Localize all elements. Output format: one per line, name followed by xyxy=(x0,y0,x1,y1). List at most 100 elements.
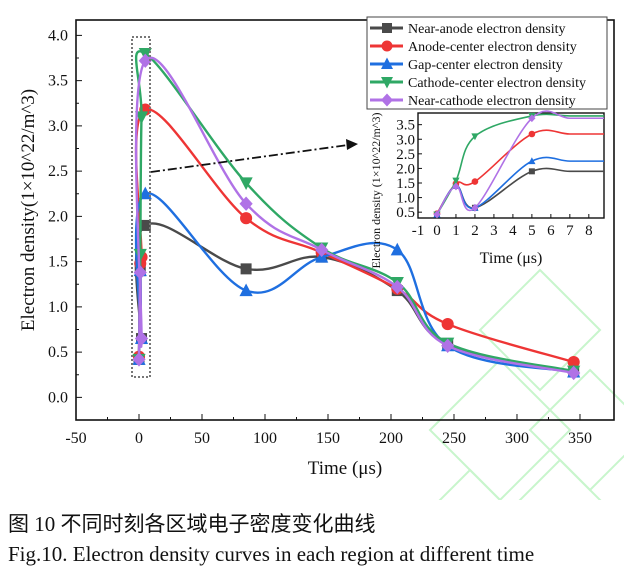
inset-x-tick-label: 5 xyxy=(528,223,536,239)
y-tick-label: 0.0 xyxy=(48,389,68,406)
inset-y-tick-label: 1.5 xyxy=(396,176,415,192)
x-axis-label: Time (μs) xyxy=(308,458,382,479)
data-point xyxy=(134,111,149,124)
inset-data-point xyxy=(528,168,535,175)
legend-item: Near-anode electron density xyxy=(370,22,566,37)
inset-x-tick-label: 2 xyxy=(471,223,479,239)
data-point xyxy=(133,265,147,280)
data-point xyxy=(134,331,149,346)
inset-x-tick-label: 0 xyxy=(433,223,441,239)
legend-label: Near-cathode electron density xyxy=(408,94,576,109)
electron-density-chart: -50 0 50 100 150 200 250 300 3500.00.51.01.52.02… xyxy=(18,16,624,500)
inset-y-tick-label: 3.5 xyxy=(396,118,415,134)
inset-x-tick-label: 8 xyxy=(585,223,593,239)
legend-item: Gap-center electron density xyxy=(370,57,563,73)
data-point xyxy=(441,338,455,353)
legend-item: Cathode-center electron density xyxy=(370,76,586,91)
inset-y-tick-label: 3.0 xyxy=(396,132,415,148)
x-tick-label: 150 xyxy=(316,430,340,447)
x-tick-label: 50 xyxy=(194,430,210,447)
legend-label: Gap-center electron density xyxy=(408,58,563,73)
data-point xyxy=(390,279,404,295)
x-tick-label: 300 xyxy=(505,430,529,447)
y-tick-label: 4.0 xyxy=(48,27,68,44)
x-tick-label: 0 xyxy=(135,430,143,447)
legend-marker xyxy=(381,57,393,69)
inset-y-tick-label: 2.0 xyxy=(396,161,415,177)
y-tick-label: 3.0 xyxy=(48,118,68,135)
data-point xyxy=(132,352,146,367)
caption-chinese: 图 10 不同时刻各区域电子密度变化曲线 xyxy=(8,512,376,536)
x-tick-label: 250 xyxy=(442,430,466,447)
legend-marker xyxy=(381,93,393,107)
inset-data-point xyxy=(433,210,441,219)
legend-box xyxy=(366,16,608,110)
inset-data-point xyxy=(452,182,460,191)
legend-label: Cathode-center electron density xyxy=(408,76,586,91)
caption-english: Fig.10. Electron density curves in each … xyxy=(8,542,535,566)
data-point xyxy=(441,318,454,331)
inset-x-tick-label: 4 xyxy=(509,223,517,239)
inset-data-point xyxy=(528,130,536,138)
y-tick-label: 2.5 xyxy=(48,163,68,180)
y-tick-label: 1.0 xyxy=(48,299,68,316)
legend-item: Anode-center electron density xyxy=(370,40,577,55)
data-point xyxy=(567,365,581,381)
zoom-arrow-line xyxy=(150,144,349,173)
inset-data-point xyxy=(471,133,479,141)
y-tick-label: 3.5 xyxy=(48,73,68,90)
data-point xyxy=(239,177,253,191)
watermark-diamond xyxy=(478,268,602,392)
plot-frame xyxy=(75,19,615,421)
series-line xyxy=(134,192,574,374)
legend-label: Near-anode electron density xyxy=(408,22,566,37)
inset-data-point xyxy=(528,114,536,123)
data-point xyxy=(133,248,147,262)
inset-y-tick-label: 2.5 xyxy=(396,147,415,163)
legend: Near-anode electron density Anode-center … xyxy=(366,16,608,110)
y-tick-label: 0.5 xyxy=(48,344,68,361)
data-point xyxy=(139,219,151,231)
y-axis-label: Electron density(1×10^22/m^3) xyxy=(18,89,39,331)
series-line xyxy=(134,56,574,375)
watermark-pattern xyxy=(428,268,624,500)
data-point xyxy=(240,212,253,225)
highlight-box xyxy=(131,36,151,378)
inset-chart: -1 0 1 2 3 4 5 6 7 8 0.51.01.52.02.53.03.5 Time (μs… xyxy=(369,110,605,269)
y-tick-label: 2.0 xyxy=(48,208,68,225)
legend-marker xyxy=(381,77,393,89)
data-point xyxy=(239,196,253,211)
inset-x-tick-label: 7 xyxy=(566,223,574,239)
inset-y-axis-label: Electron density (1×10^22/m^3) xyxy=(369,112,383,268)
inset-x-tick-label: 1 xyxy=(452,223,460,239)
data-point xyxy=(390,242,404,256)
data-point xyxy=(239,283,253,297)
inset-x-tick-label: -1 xyxy=(412,223,425,239)
x-tick-label: -50 xyxy=(65,430,86,447)
inset-data-point xyxy=(471,178,479,185)
inset-y-tick-label: 1.0 xyxy=(396,191,415,207)
inset-y-tick-label: 0.5 xyxy=(396,205,415,221)
series-line xyxy=(134,50,574,373)
data-point xyxy=(138,53,152,68)
watermark-diamond xyxy=(428,358,572,500)
legend-marker xyxy=(381,40,393,52)
data-point xyxy=(240,263,252,275)
inset-data-point xyxy=(471,203,479,212)
inset-x-tick-label: 3 xyxy=(490,223,498,239)
inset-x-tick-label: 6 xyxy=(547,223,555,239)
inset-frame xyxy=(417,112,605,219)
inset-series-line xyxy=(436,113,604,215)
y-tick-label: 1.5 xyxy=(48,254,68,271)
legend-marker xyxy=(382,23,392,33)
legend-label: Anode-center electron density xyxy=(408,40,577,55)
x-tick-label: 350 xyxy=(568,430,592,447)
inset-data-point xyxy=(528,157,536,165)
legend-item: Near-cathode electron density xyxy=(370,93,576,109)
data-point xyxy=(315,242,329,258)
x-tick-label: 200 xyxy=(379,430,403,447)
x-tick-label: 100 xyxy=(253,430,277,447)
data-point xyxy=(138,186,152,200)
arrow-head-icon xyxy=(346,139,358,150)
watermark-diamond xyxy=(518,458,602,500)
